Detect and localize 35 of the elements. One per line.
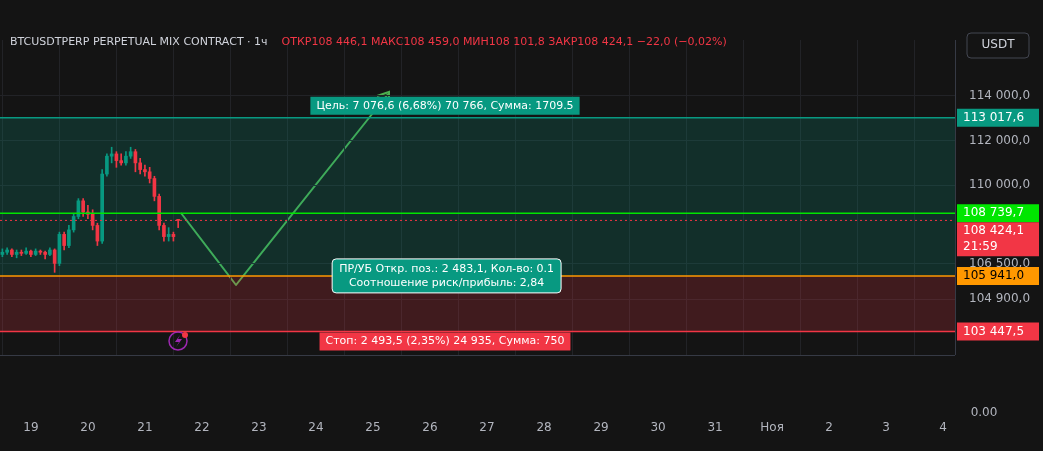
x-tick-label: 21 — [137, 420, 153, 435]
x-tick-label: 28 — [536, 420, 552, 435]
ref-line-label: 113 017,6 — [963, 109, 1025, 124]
ref-line-label: 108 424,1 — [963, 223, 1025, 238]
y-tick-label: 104 900,0 — [969, 291, 1031, 306]
ref-line-label: 108 739,7 — [963, 205, 1025, 220]
chart-subtitle: ОТКР108 446,1 МАКС108 459,0 МИН108 101,8 ЗАКР108 424,1 −22,0 (−0,02%) — [281, 35, 727, 48]
y-tick-label: 114 000,0 — [969, 87, 1031, 102]
ref-line-label: 103 447,5 — [963, 323, 1025, 338]
y-tick-label: 112 000,0 — [969, 132, 1031, 147]
y-tick-label: 110 000,0 — [969, 177, 1031, 192]
annotation: ПР/УБ Откр. поз.: 2 483,1, Кол-во: 0.1 Соотношение риск/прибыль: 2,84 — [339, 261, 555, 289]
text: 0.00 — [970, 405, 998, 420]
x-tick-label: 31 — [707, 420, 723, 435]
x-tick-label: 25 — [365, 420, 381, 435]
x-tick-label: 24 — [308, 420, 324, 435]
x-tick-label: 26 — [422, 420, 438, 435]
text: USDT — [981, 37, 1016, 52]
x-tick-label: 22 — [194, 420, 210, 435]
x-tick-label: 2 — [825, 420, 833, 435]
x-tick-label: 4 — [939, 420, 947, 435]
x-tick-label: 30 — [650, 420, 666, 435]
y-tick-label: 106 500,0 — [969, 255, 1031, 270]
text: 21:59 — [963, 239, 998, 254]
x-tick-label: 19 — [23, 420, 39, 435]
x-tick-label: Ноя — [760, 420, 784, 435]
chart-title: BTCUSDTPERP PERPETUAL MIX CONTRACT · 1ч — [10, 35, 268, 48]
x-tick-label: 3 — [882, 420, 890, 435]
x-tick-label: 27 — [479, 420, 495, 435]
x-tick-label: 20 — [80, 420, 96, 435]
band-label: Стоп: 2 493,5 (2,35%) 24 935, Сумма: 750 — [325, 334, 565, 348]
ref-line-label: 105 941,0 — [963, 268, 1025, 283]
band-label: Цель: 7 076,6 (6,68%) 70 766, Сумма: 1709.5 — [316, 98, 574, 112]
x-tick-label: 29 — [593, 420, 609, 435]
x-tick-label: 23 — [251, 420, 267, 435]
